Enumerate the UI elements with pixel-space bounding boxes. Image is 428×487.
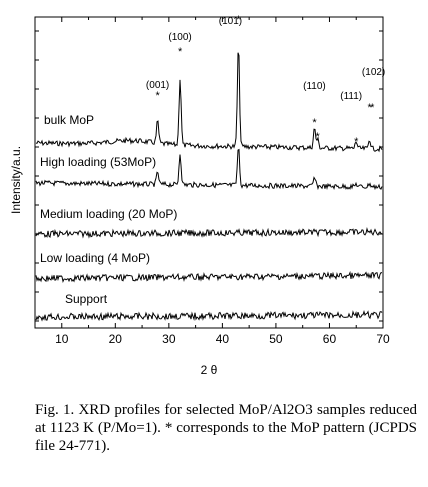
series-line-1 [35, 148, 383, 191]
x-axis-label: 2 θ [201, 363, 218, 377]
peak-label: (111) [340, 91, 362, 102]
peak-star-marker: * [316, 131, 321, 143]
peak-star-marker: * [312, 117, 317, 129]
peak-label: (110) [303, 81, 326, 92]
peak-label: (001) [146, 80, 169, 91]
series-line-3 [35, 270, 383, 283]
plot-frame [34, 16, 384, 329]
series-line-0 [35, 52, 383, 153]
series-label: Support [65, 292, 108, 306]
peak-star-marker: * [236, 14, 241, 26]
series-label: High loading (53MoP) [40, 155, 156, 169]
series-label: bulk MoP [44, 113, 94, 127]
peak-label: (102) [362, 67, 385, 78]
series-line-2 [35, 227, 383, 239]
peak-star-marker: * [178, 46, 183, 58]
figure-caption: Fig. 1. XRD profiles for selected MoP/Al… [35, 402, 417, 454]
x-tick-label: 30 [162, 332, 176, 346]
x-tick-label: 50 [269, 332, 283, 346]
x-tick-label: 40 [216, 332, 230, 346]
series-label: Low loading (4 MoP) [40, 251, 150, 265]
xrd-chart: 10 20 30 40 50 60 70 2 θ Intensity/a.u. bulk MoP H… [9, 14, 390, 377]
peak-star-marker: * [370, 102, 375, 114]
x-tick-label: 20 [109, 332, 123, 346]
peak-label: (101) [219, 16, 242, 27]
series-line-4 [35, 310, 383, 322]
y-axis-label: Intensity/a.u. [9, 146, 23, 214]
series-label: Medium loading (20 MoP) [40, 207, 177, 221]
peak-label: (100) [168, 32, 191, 43]
peak-star-marker: * [367, 102, 372, 114]
peak-star-marker: * [155, 90, 160, 102]
x-tick-label: 10 [55, 332, 69, 346]
x-tick-label: 60 [323, 332, 337, 346]
peak-star-marker: * [354, 136, 359, 148]
x-tick-label: 70 [376, 332, 390, 346]
